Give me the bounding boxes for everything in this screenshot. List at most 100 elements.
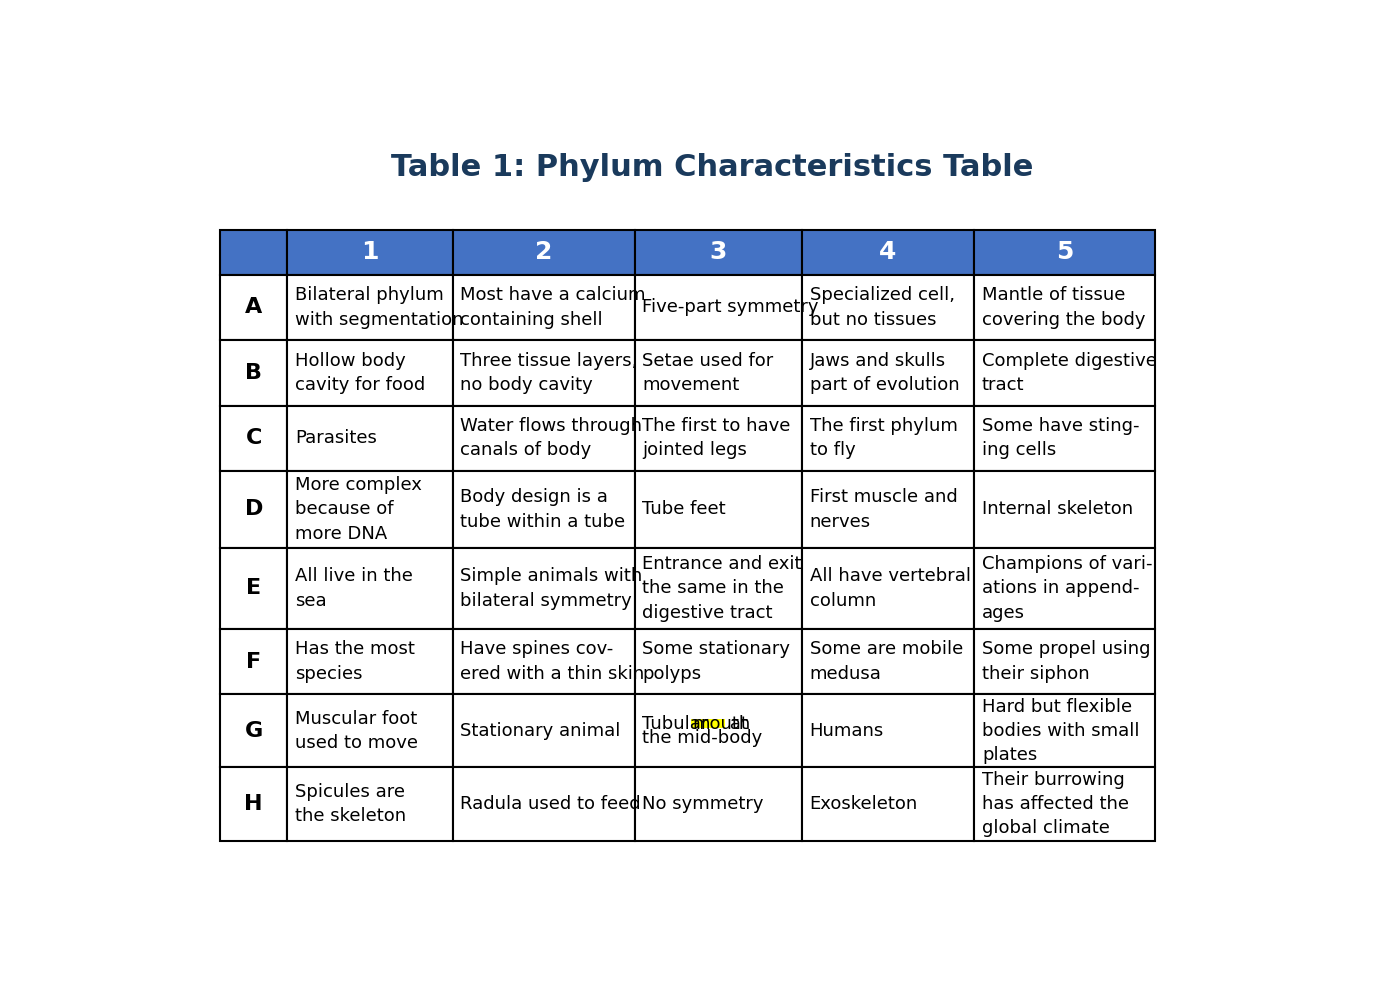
Bar: [974, 548, 1155, 629]
Text: Simple animals with
bilateral symmetry: Simple animals with bilateral symmetry: [460, 567, 642, 609]
Text: Bilateral phylum
with segmentation: Bilateral phylum with segmentation: [295, 286, 463, 328]
Bar: [635, 275, 802, 340]
Text: Complete digestive
tract: Complete digestive tract: [981, 352, 1156, 394]
Text: at: at: [724, 715, 748, 733]
Bar: [974, 471, 1155, 548]
Bar: [802, 548, 974, 629]
Bar: [802, 275, 974, 340]
Bar: [802, 405, 974, 471]
Text: Three tissue layers,
no body cavity: Three tissue layers, no body cavity: [460, 352, 638, 394]
Bar: [974, 230, 1155, 275]
Text: All live in the
sea: All live in the sea: [295, 567, 413, 609]
Bar: [288, 767, 453, 841]
Text: Table 1: Phylum Characteristics Table: Table 1: Phylum Characteristics Table: [391, 153, 1034, 182]
Text: Have spines cov-
ered with a thin skin: Have spines cov- ered with a thin skin: [460, 640, 645, 682]
Text: Parasites: Parasites: [295, 429, 377, 448]
Text: Muscular foot
used to move: Muscular foot used to move: [295, 710, 418, 752]
Text: Exoskeleton: Exoskeleton: [810, 795, 917, 813]
Text: Setae used for
movement: Setae used for movement: [642, 352, 774, 394]
Bar: [220, 629, 288, 694]
Text: Some stationary
polyps: Some stationary polyps: [642, 640, 791, 682]
Text: The first phylum
to fly: The first phylum to fly: [810, 417, 958, 459]
Text: Some are mobile
medusa: Some are mobile medusa: [810, 640, 963, 682]
Bar: [220, 694, 288, 767]
Text: 5: 5: [1056, 241, 1073, 264]
Bar: [453, 340, 635, 405]
Bar: [453, 548, 635, 629]
Bar: [288, 275, 453, 340]
Text: The first to have
jointed legs: The first to have jointed legs: [642, 417, 791, 459]
Text: Has the most
species: Has the most species: [295, 640, 414, 682]
Text: 3: 3: [709, 241, 727, 264]
Text: Body design is a
tube within a tube: Body design is a tube within a tube: [460, 488, 626, 530]
Bar: [453, 230, 635, 275]
Bar: [220, 767, 288, 841]
Bar: [220, 405, 288, 471]
Text: Entrance and exit
the same in the
digestive tract: Entrance and exit the same in the digest…: [642, 555, 802, 622]
Bar: [453, 694, 635, 767]
Bar: [802, 629, 974, 694]
Bar: [288, 230, 453, 275]
Bar: [220, 471, 288, 548]
Bar: [288, 548, 453, 629]
Text: First muscle and
nerves: First muscle and nerves: [810, 488, 958, 530]
Text: Five-part symmetry: Five-part symmetry: [642, 299, 819, 317]
Text: All have vertebral
column: All have vertebral column: [810, 567, 970, 609]
Text: 2: 2: [535, 241, 552, 264]
Text: Most have a calcium
containing shell: Most have a calcium containing shell: [460, 286, 646, 328]
Text: Tube feet: Tube feet: [642, 501, 726, 519]
Bar: [974, 694, 1155, 767]
Bar: [453, 471, 635, 548]
Bar: [974, 405, 1155, 471]
Bar: [802, 767, 974, 841]
Text: Hard but flexible
bodies with small
plates: Hard but flexible bodies with small plat…: [981, 697, 1140, 764]
Text: Jaws and skulls
part of evolution: Jaws and skulls part of evolution: [810, 352, 959, 394]
Bar: [974, 767, 1155, 841]
Text: H: H: [245, 794, 263, 814]
Bar: [453, 275, 635, 340]
Bar: [974, 275, 1155, 340]
Bar: [220, 230, 288, 275]
Bar: [288, 471, 453, 548]
Text: Tubular: Tubular: [642, 715, 714, 733]
Bar: [288, 340, 453, 405]
Text: B: B: [245, 363, 263, 383]
Text: 4: 4: [880, 241, 897, 264]
Bar: [802, 230, 974, 275]
Text: G: G: [245, 721, 263, 740]
Bar: [288, 629, 453, 694]
Text: Internal skeleton: Internal skeleton: [981, 501, 1133, 519]
Bar: [635, 767, 802, 841]
Text: D: D: [245, 500, 263, 520]
Text: Champions of vari-
ations in append-
ages: Champions of vari- ations in append- age…: [981, 555, 1152, 622]
Bar: [802, 471, 974, 548]
Text: Specialized cell,
but no tissues: Specialized cell, but no tissues: [810, 286, 955, 328]
Text: A: A: [245, 298, 263, 317]
Bar: [635, 471, 802, 548]
Text: Mantle of tissue
covering the body: Mantle of tissue covering the body: [981, 286, 1145, 328]
Bar: [635, 405, 802, 471]
Text: Some propel using
their siphon: Some propel using their siphon: [981, 640, 1151, 682]
Bar: [453, 405, 635, 471]
Bar: [220, 275, 288, 340]
Text: the mid-body: the mid-body: [642, 729, 763, 746]
Text: Water flows through
canals of body: Water flows through canals of body: [460, 417, 642, 459]
Text: Their burrowing
has affected the
global climate: Their burrowing has affected the global …: [981, 771, 1129, 837]
Bar: [453, 629, 635, 694]
Bar: [220, 340, 288, 405]
Bar: [802, 694, 974, 767]
Text: More complex
because of
more DNA: More complex because of more DNA: [295, 476, 421, 542]
Bar: [802, 340, 974, 405]
Bar: [635, 629, 802, 694]
Bar: [635, 694, 802, 767]
Bar: [635, 548, 802, 629]
Text: E: E: [246, 579, 261, 599]
Bar: [691, 720, 726, 729]
Text: Spicules are
the skeleton: Spicules are the skeleton: [295, 783, 406, 825]
Bar: [453, 767, 635, 841]
Bar: [220, 548, 288, 629]
Text: C: C: [246, 428, 261, 449]
Text: F: F: [246, 652, 261, 671]
Text: 1: 1: [361, 241, 378, 264]
Bar: [635, 230, 802, 275]
